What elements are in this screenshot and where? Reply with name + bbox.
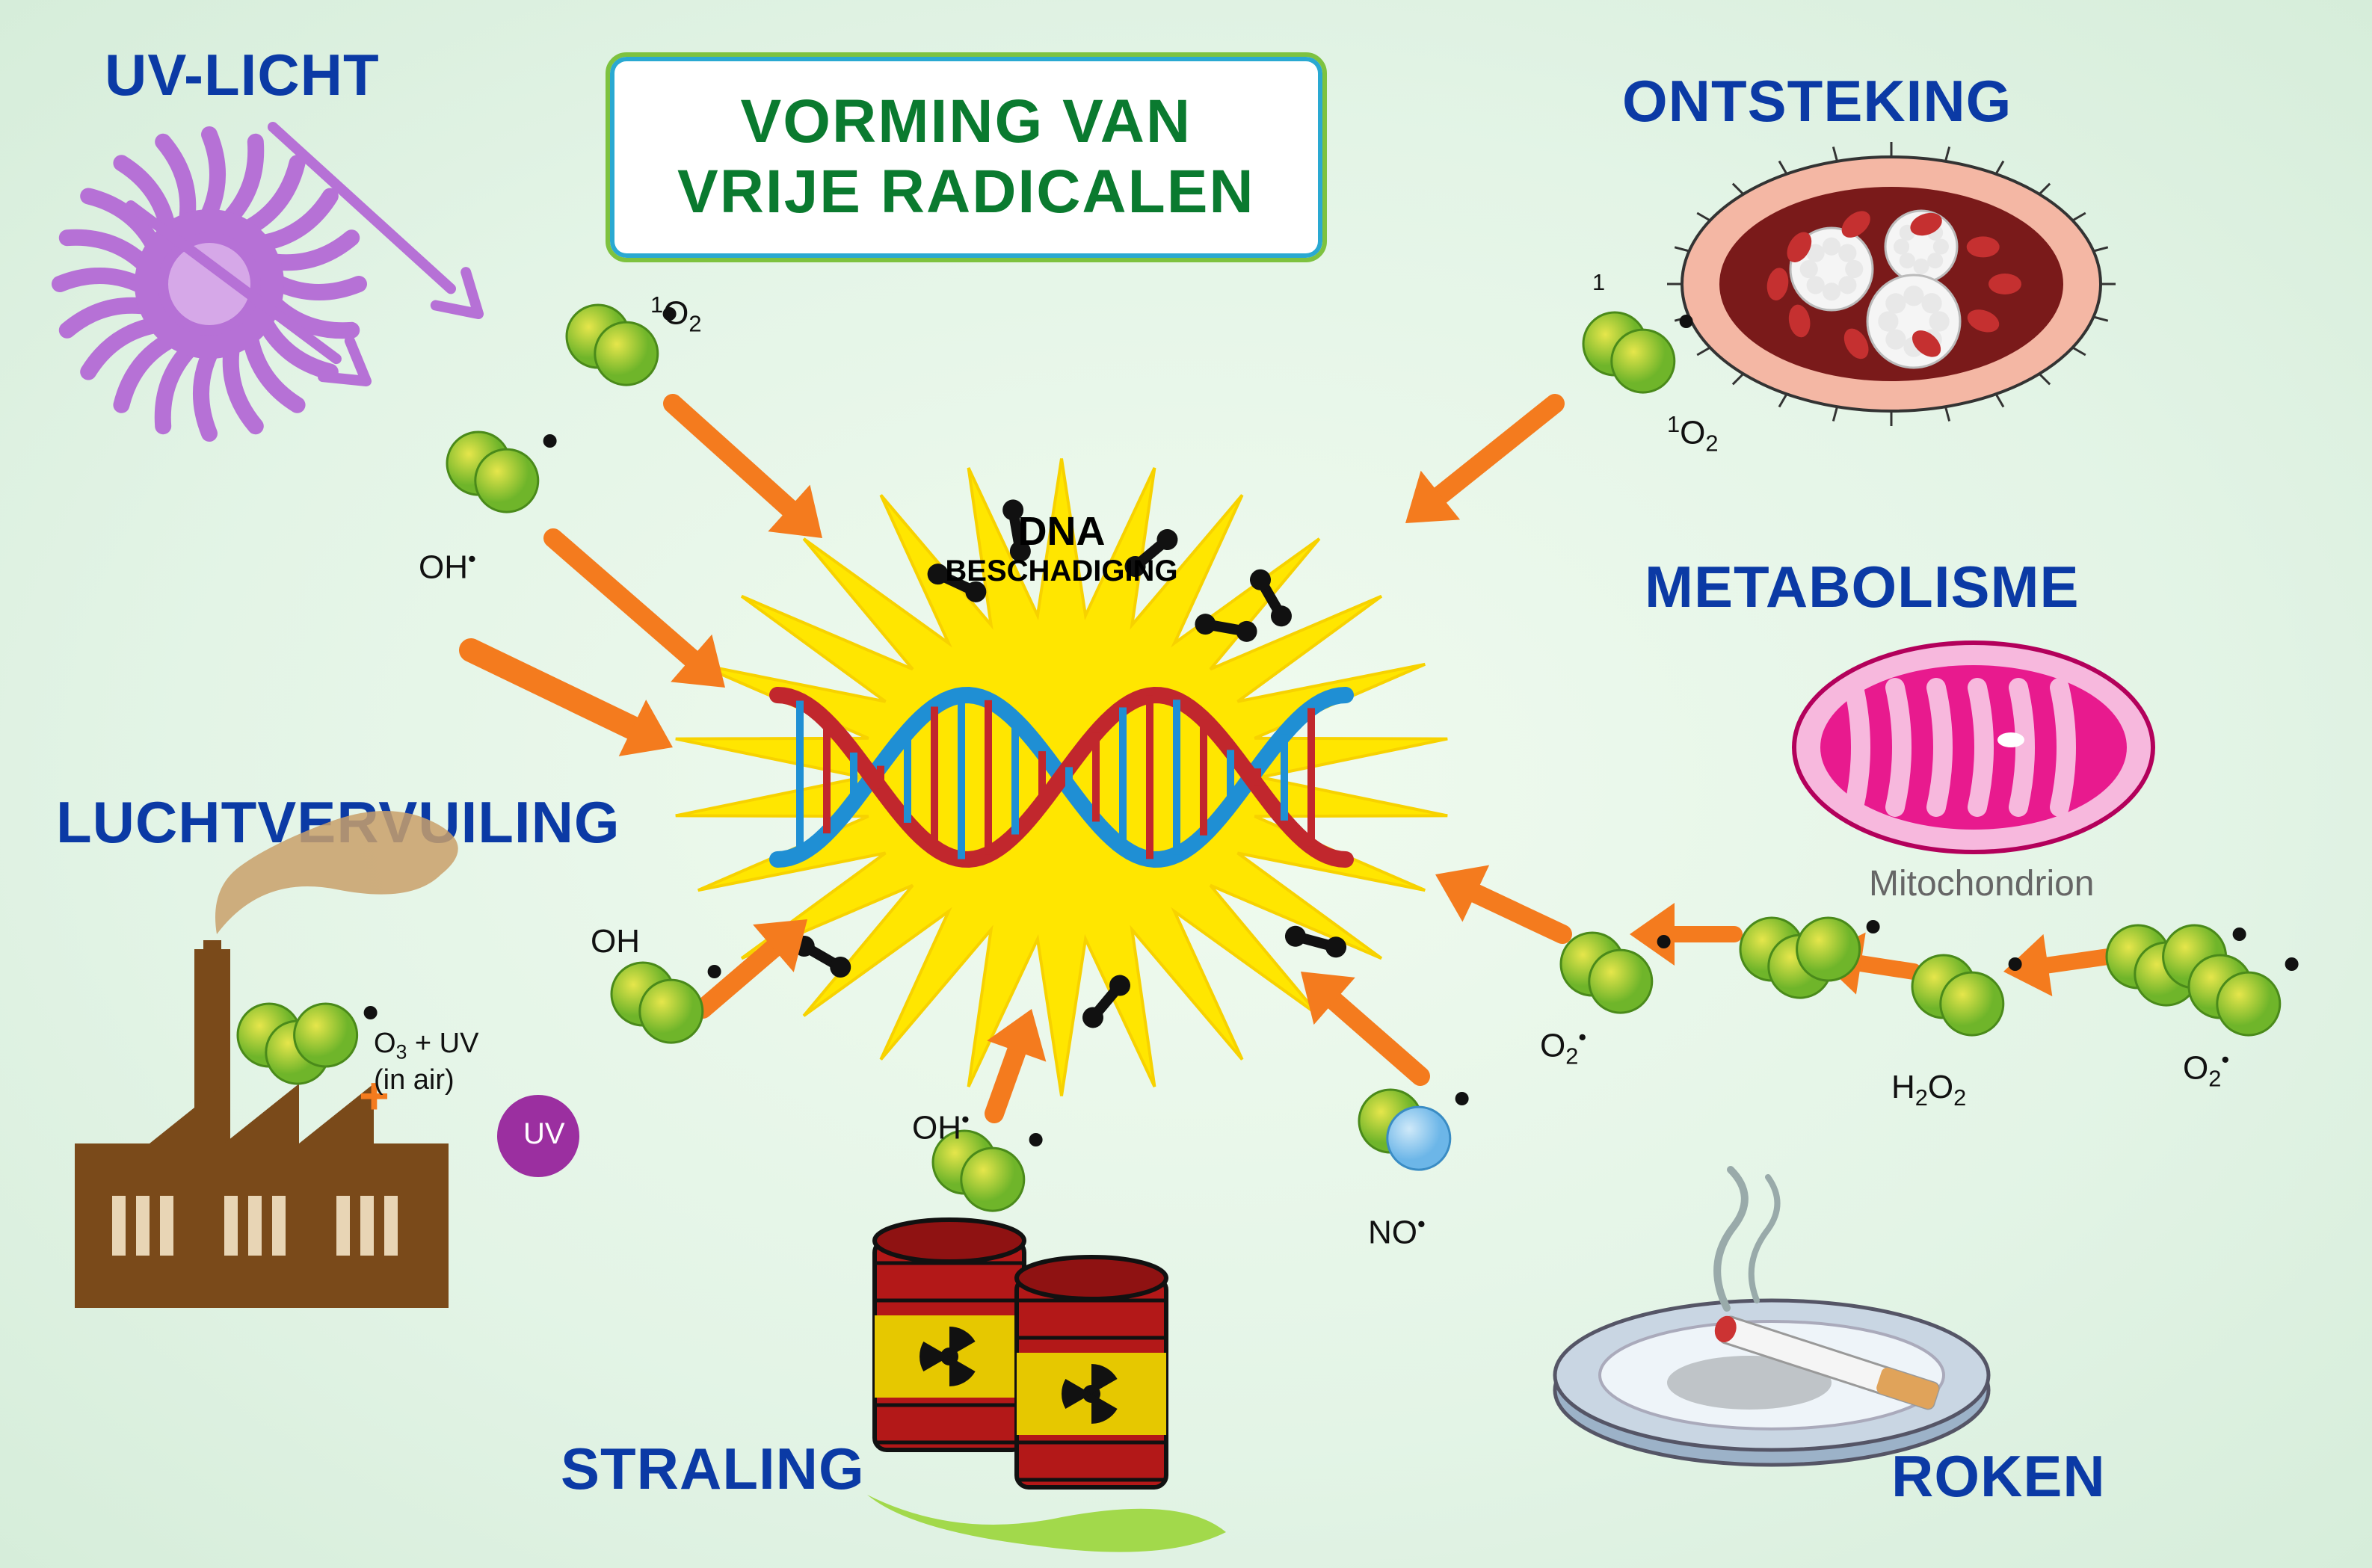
radicals-layer	[0, 0, 2372, 1568]
chem-label: OH•	[419, 546, 476, 587]
chem-label: OH	[591, 923, 640, 960]
chem-label: 1	[1592, 269, 1605, 310]
chem-label: NO•	[1368, 1211, 1426, 1252]
chem-label: O2•	[2183, 1046, 2229, 1092]
chem-label: H2O2	[1891, 1069, 1966, 1111]
chem-label: 1O2	[650, 291, 702, 337]
chem-label: O3 + UV(in air)	[374, 1028, 478, 1096]
chem-label: 1O2	[1667, 411, 1719, 457]
chem-label: OH•	[912, 1106, 970, 1147]
chem-label: O2•	[1540, 1024, 1586, 1069]
chem-label: UV	[523, 1117, 565, 1151]
infographic-canvas: VORMING VAN VRIJE RADICALEN UV-LICHT ONT…	[0, 0, 2372, 1568]
